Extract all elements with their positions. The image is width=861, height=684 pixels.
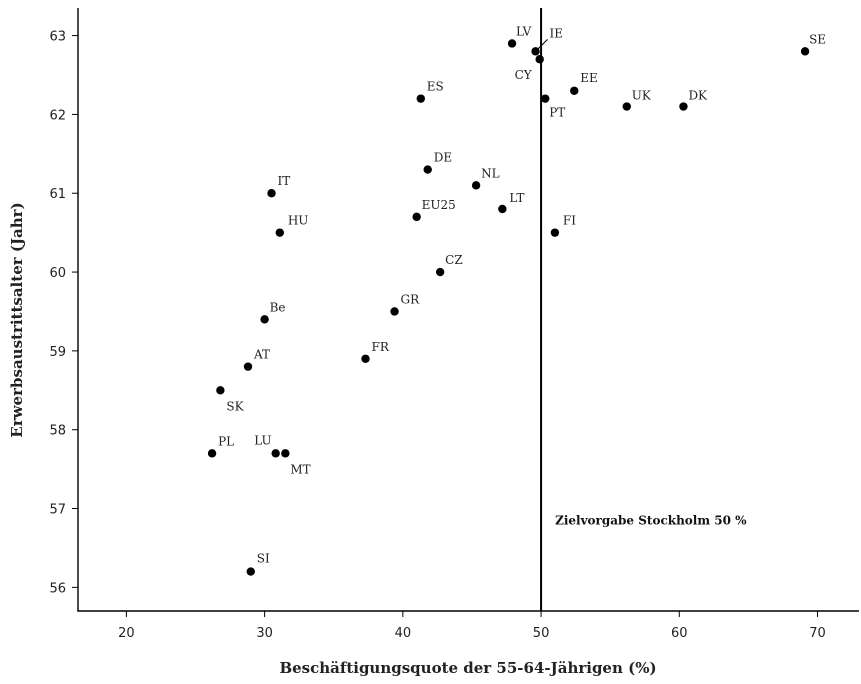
- point-cy: [535, 55, 544, 64]
- point-si: [246, 567, 255, 576]
- ie-leader-line: [537, 38, 548, 50]
- point-at: [243, 362, 253, 371]
- point-it: [267, 189, 276, 198]
- point-lt: [498, 204, 507, 214]
- point-label-ie: IE: [550, 26, 564, 40]
- point-label-it: IT: [278, 174, 291, 188]
- y-tick-label: 62: [49, 108, 66, 123]
- point-label-se: SE: [809, 32, 826, 46]
- point-label-eu25: EU25: [422, 198, 456, 212]
- point-es: [416, 94, 426, 103]
- data-points: LV IE CY SE ES EE PT UK DK DE NL IT LT EU25 HU FI CZ GR Be…: [207, 24, 826, 576]
- y-tick-label: 57: [49, 503, 66, 518]
- point-mt: [281, 449, 290, 458]
- point-label-es: ES: [427, 80, 444, 94]
- point-label-cz: CZ: [445, 253, 463, 267]
- reference-line-label: Zielvorgabe Stockholm 50 %: [555, 513, 747, 527]
- point-label-de: DE: [434, 151, 452, 165]
- point-label-at: AT: [253, 348, 270, 362]
- point-ee: [570, 86, 579, 95]
- point-label-hu: HU: [288, 214, 309, 228]
- point-label-uk: UK: [632, 89, 652, 103]
- point-be: [260, 315, 269, 324]
- reference-line-group: Zielvorgabe Stockholm 50 %: [540, 8, 747, 611]
- point-label-be: Be: [270, 300, 286, 314]
- point-label-cy: CY: [515, 68, 533, 82]
- point-label-fi: FI: [563, 214, 576, 228]
- point-hu: [275, 228, 285, 237]
- axes: 20 30 40 50 60 70 56 57 58 59 60 61 62 63: [49, 8, 859, 641]
- point-pl: [207, 449, 217, 458]
- point-lv: [507, 39, 517, 48]
- x-axis-title: Beschäftigungsquote der 55-64-Jährigen (…: [279, 659, 656, 677]
- y-tick-label: 59: [49, 345, 66, 360]
- x-tick-label: 30: [256, 626, 273, 641]
- x-tick-label: 60: [671, 626, 688, 641]
- point-de: [423, 165, 432, 174]
- point-se: [800, 47, 810, 56]
- y-tick-label: 58: [49, 424, 66, 439]
- axis-frame: [77, 8, 859, 612]
- y-tick-label: 61: [49, 187, 66, 202]
- point-uk: [622, 102, 631, 111]
- point-lu: [271, 449, 280, 458]
- point-gr: [390, 307, 399, 316]
- point-sk: [216, 386, 225, 395]
- point-label-ee: EE: [580, 71, 598, 85]
- point-label-fr: FR: [372, 340, 390, 354]
- y-tick-label: 60: [49, 266, 66, 281]
- point-label-lv: LV: [516, 24, 532, 38]
- point-cz: [435, 267, 445, 277]
- point-fr: [361, 354, 370, 363]
- x-tick-label: 50: [533, 626, 550, 641]
- point-label-pt: PT: [549, 106, 565, 120]
- y-axis-title: Erwerbsaustrittsalter (Jahr): [8, 202, 26, 437]
- y-tick-label: 63: [49, 30, 66, 45]
- point-label-pl: PL: [218, 434, 234, 448]
- point-label-si: SI: [257, 552, 270, 566]
- point-eu25: [412, 212, 421, 222]
- point-pt: [541, 94, 550, 103]
- point-label-sk: SK: [226, 399, 244, 413]
- x-tick-label: 70: [809, 626, 826, 641]
- x-tick-label: 40: [395, 626, 412, 641]
- point-label-lt: LT: [509, 191, 524, 205]
- point-nl: [471, 181, 481, 190]
- point-label-dk: DK: [688, 89, 708, 103]
- point-label-lu: LU: [254, 433, 271, 447]
- point-label-nl: NL: [481, 166, 500, 180]
- point-dk: [679, 102, 688, 111]
- y-tick-label: 56: [49, 581, 66, 596]
- point-label-gr: GR: [401, 292, 421, 306]
- x-tick-label: 20: [118, 626, 135, 641]
- point-label-mt: MT: [290, 462, 310, 476]
- point-fi: [550, 228, 560, 237]
